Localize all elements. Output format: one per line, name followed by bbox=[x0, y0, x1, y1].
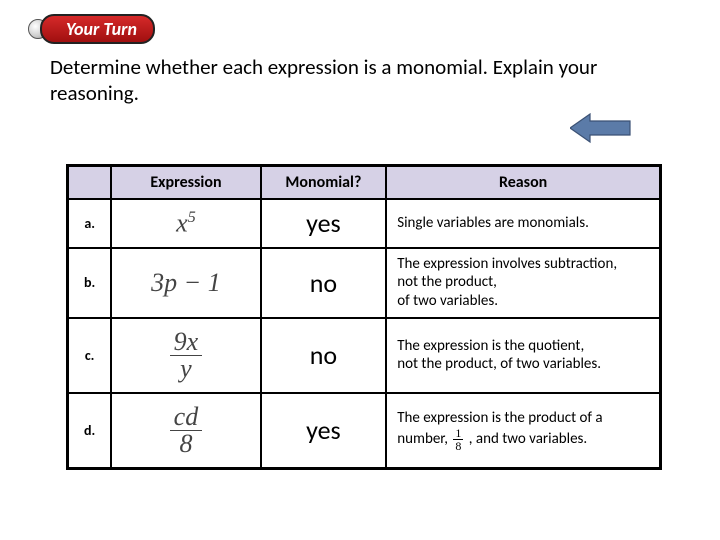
monomial-cell: no bbox=[261, 318, 387, 393]
monomial-cell: yes bbox=[261, 393, 387, 469]
expression-cell: 3p − 1 bbox=[111, 248, 260, 318]
row-label: d. bbox=[68, 393, 112, 469]
table-row: d.cd8yesThe expression is the product of… bbox=[68, 393, 661, 469]
table-header-row: Expression Monomial? Reason bbox=[68, 166, 661, 200]
monomial-table: Expression Monomial? Reason a.x5yesSingl… bbox=[66, 164, 662, 470]
header-monomial: Monomial? bbox=[261, 166, 387, 200]
row-label: b. bbox=[68, 248, 112, 318]
table-row: a.x5yesSingle variables are monomials. bbox=[68, 199, 661, 248]
reason-cell: The expression is the product of anumber… bbox=[386, 393, 660, 469]
reason-cell: Single variables are monomials. bbox=[386, 199, 660, 248]
reason-cell: The expression is the quotient,not the p… bbox=[386, 318, 660, 393]
left-arrow-icon bbox=[570, 112, 634, 144]
header-expression: Expression bbox=[111, 166, 260, 200]
row-label: a. bbox=[68, 199, 112, 248]
table-row: c.9xynoThe expression is the quotient,no… bbox=[68, 318, 661, 393]
expression-cell: cd8 bbox=[111, 393, 260, 469]
table-row: b.3p − 1noThe expression involves subtra… bbox=[68, 248, 661, 318]
expression-cell: 9xy bbox=[111, 318, 260, 393]
instruction-text: Determine whether each expression is a m… bbox=[50, 54, 670, 107]
expression-cell: x5 bbox=[111, 199, 260, 248]
header-reason: Reason bbox=[386, 166, 660, 200]
your-turn-badge: Your Turn bbox=[40, 14, 155, 44]
badge-text: Your Turn bbox=[40, 14, 155, 44]
reason-cell: The expression involves subtraction,not … bbox=[386, 248, 660, 318]
monomial-cell: yes bbox=[261, 199, 387, 248]
monomial-cell: no bbox=[261, 248, 387, 318]
row-label: c. bbox=[68, 318, 112, 393]
header-blank bbox=[68, 166, 112, 200]
